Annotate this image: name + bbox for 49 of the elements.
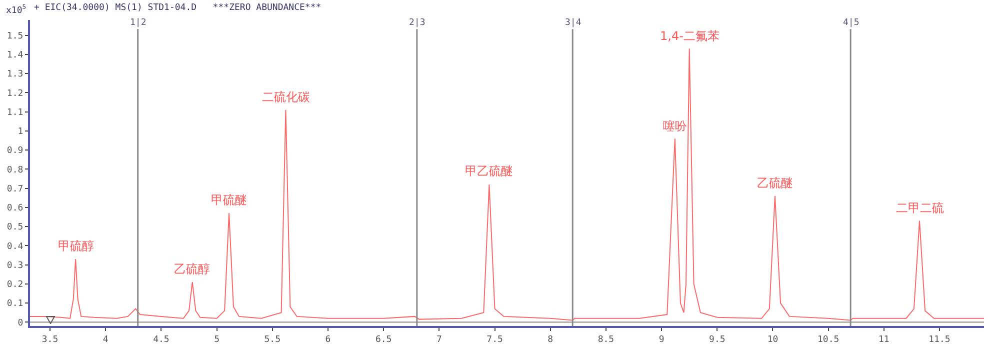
annotation: 甲乙硫醚 [465, 164, 513, 178]
y-tick-label: 1.2 [6, 88, 24, 99]
y-tick-label: 0.9 [6, 146, 24, 156]
x-tick-label: 10 [767, 334, 778, 345]
y-tick-label: 0.8 [6, 165, 24, 176]
x-tick-label: 7 [436, 334, 442, 345]
y-tick-label: 0.2 [6, 280, 24, 290]
annotation: 二硫化碳 [262, 90, 310, 104]
y-tick-label: 1.4 [6, 50, 24, 61]
x-tick-label: 4 [102, 334, 108, 345]
y-tick-label: 1.5 [6, 31, 24, 42]
annotation: 乙硫醇 [174, 262, 210, 276]
chart-title: + EIC(34.0000) MS(1) STD1-04.D ***ZERO ABUNDANCE*** [34, 3, 322, 13]
x-tick-label: 11.5 [928, 334, 950, 345]
y-tick-label: 0.1 [6, 299, 24, 310]
annotation: 3|4 [565, 18, 582, 28]
line-series [30, 48, 984, 321]
annotation: 1|2 [130, 18, 146, 28]
annotation: 4|5 [843, 18, 860, 28]
x-tick-label: 6.5 [375, 334, 392, 345]
annotation: 噻吩 [663, 119, 687, 133]
y-tick-label: 0.6 [6, 204, 24, 214]
x-tick-label: 5.5 [264, 334, 281, 345]
x-tick-label: 8 [548, 334, 554, 345]
annotation: 乙硫醚 [757, 176, 793, 190]
x-tick-label: 3.5 [42, 334, 58, 345]
x-tick-label: 8.5 [598, 334, 614, 345]
x-tick-label: 9 [658, 334, 664, 345]
x-tick-label: 7.5 [486, 334, 503, 345]
y-tick-label: 0.4 [6, 242, 24, 252]
y-tick-label: 0 [18, 318, 24, 328]
y-tick-label: 0.3 [6, 260, 24, 271]
y-tick-label: 1 [18, 127, 24, 138]
x-tick-label: 10.5 [817, 334, 840, 345]
y-tick-label: 1.3 [6, 70, 24, 80]
annotation: 二甲二硫 [896, 201, 944, 215]
x-tick-label: 5 [214, 334, 220, 345]
y-axis-title: x10$^{5}$ [6, 4, 26, 16]
x-tick-label: 11 [878, 334, 890, 345]
y-tick-label: 0.7 [6, 184, 24, 194]
annotation: 1,4-二氟苯 [660, 29, 720, 43]
y-tick-label: 0.5 [6, 222, 24, 233]
x-tick-label: 4.5 [153, 334, 170, 345]
y-tick-label: 1.1 [6, 108, 24, 118]
annotation: 甲硫醚 [211, 193, 247, 207]
annotation: 2|3 [409, 18, 426, 28]
annotation: 甲硫醇 [58, 239, 94, 253]
x-tick-label: 9.5 [709, 334, 726, 345]
x-tick-label: 6 [325, 334, 331, 345]
